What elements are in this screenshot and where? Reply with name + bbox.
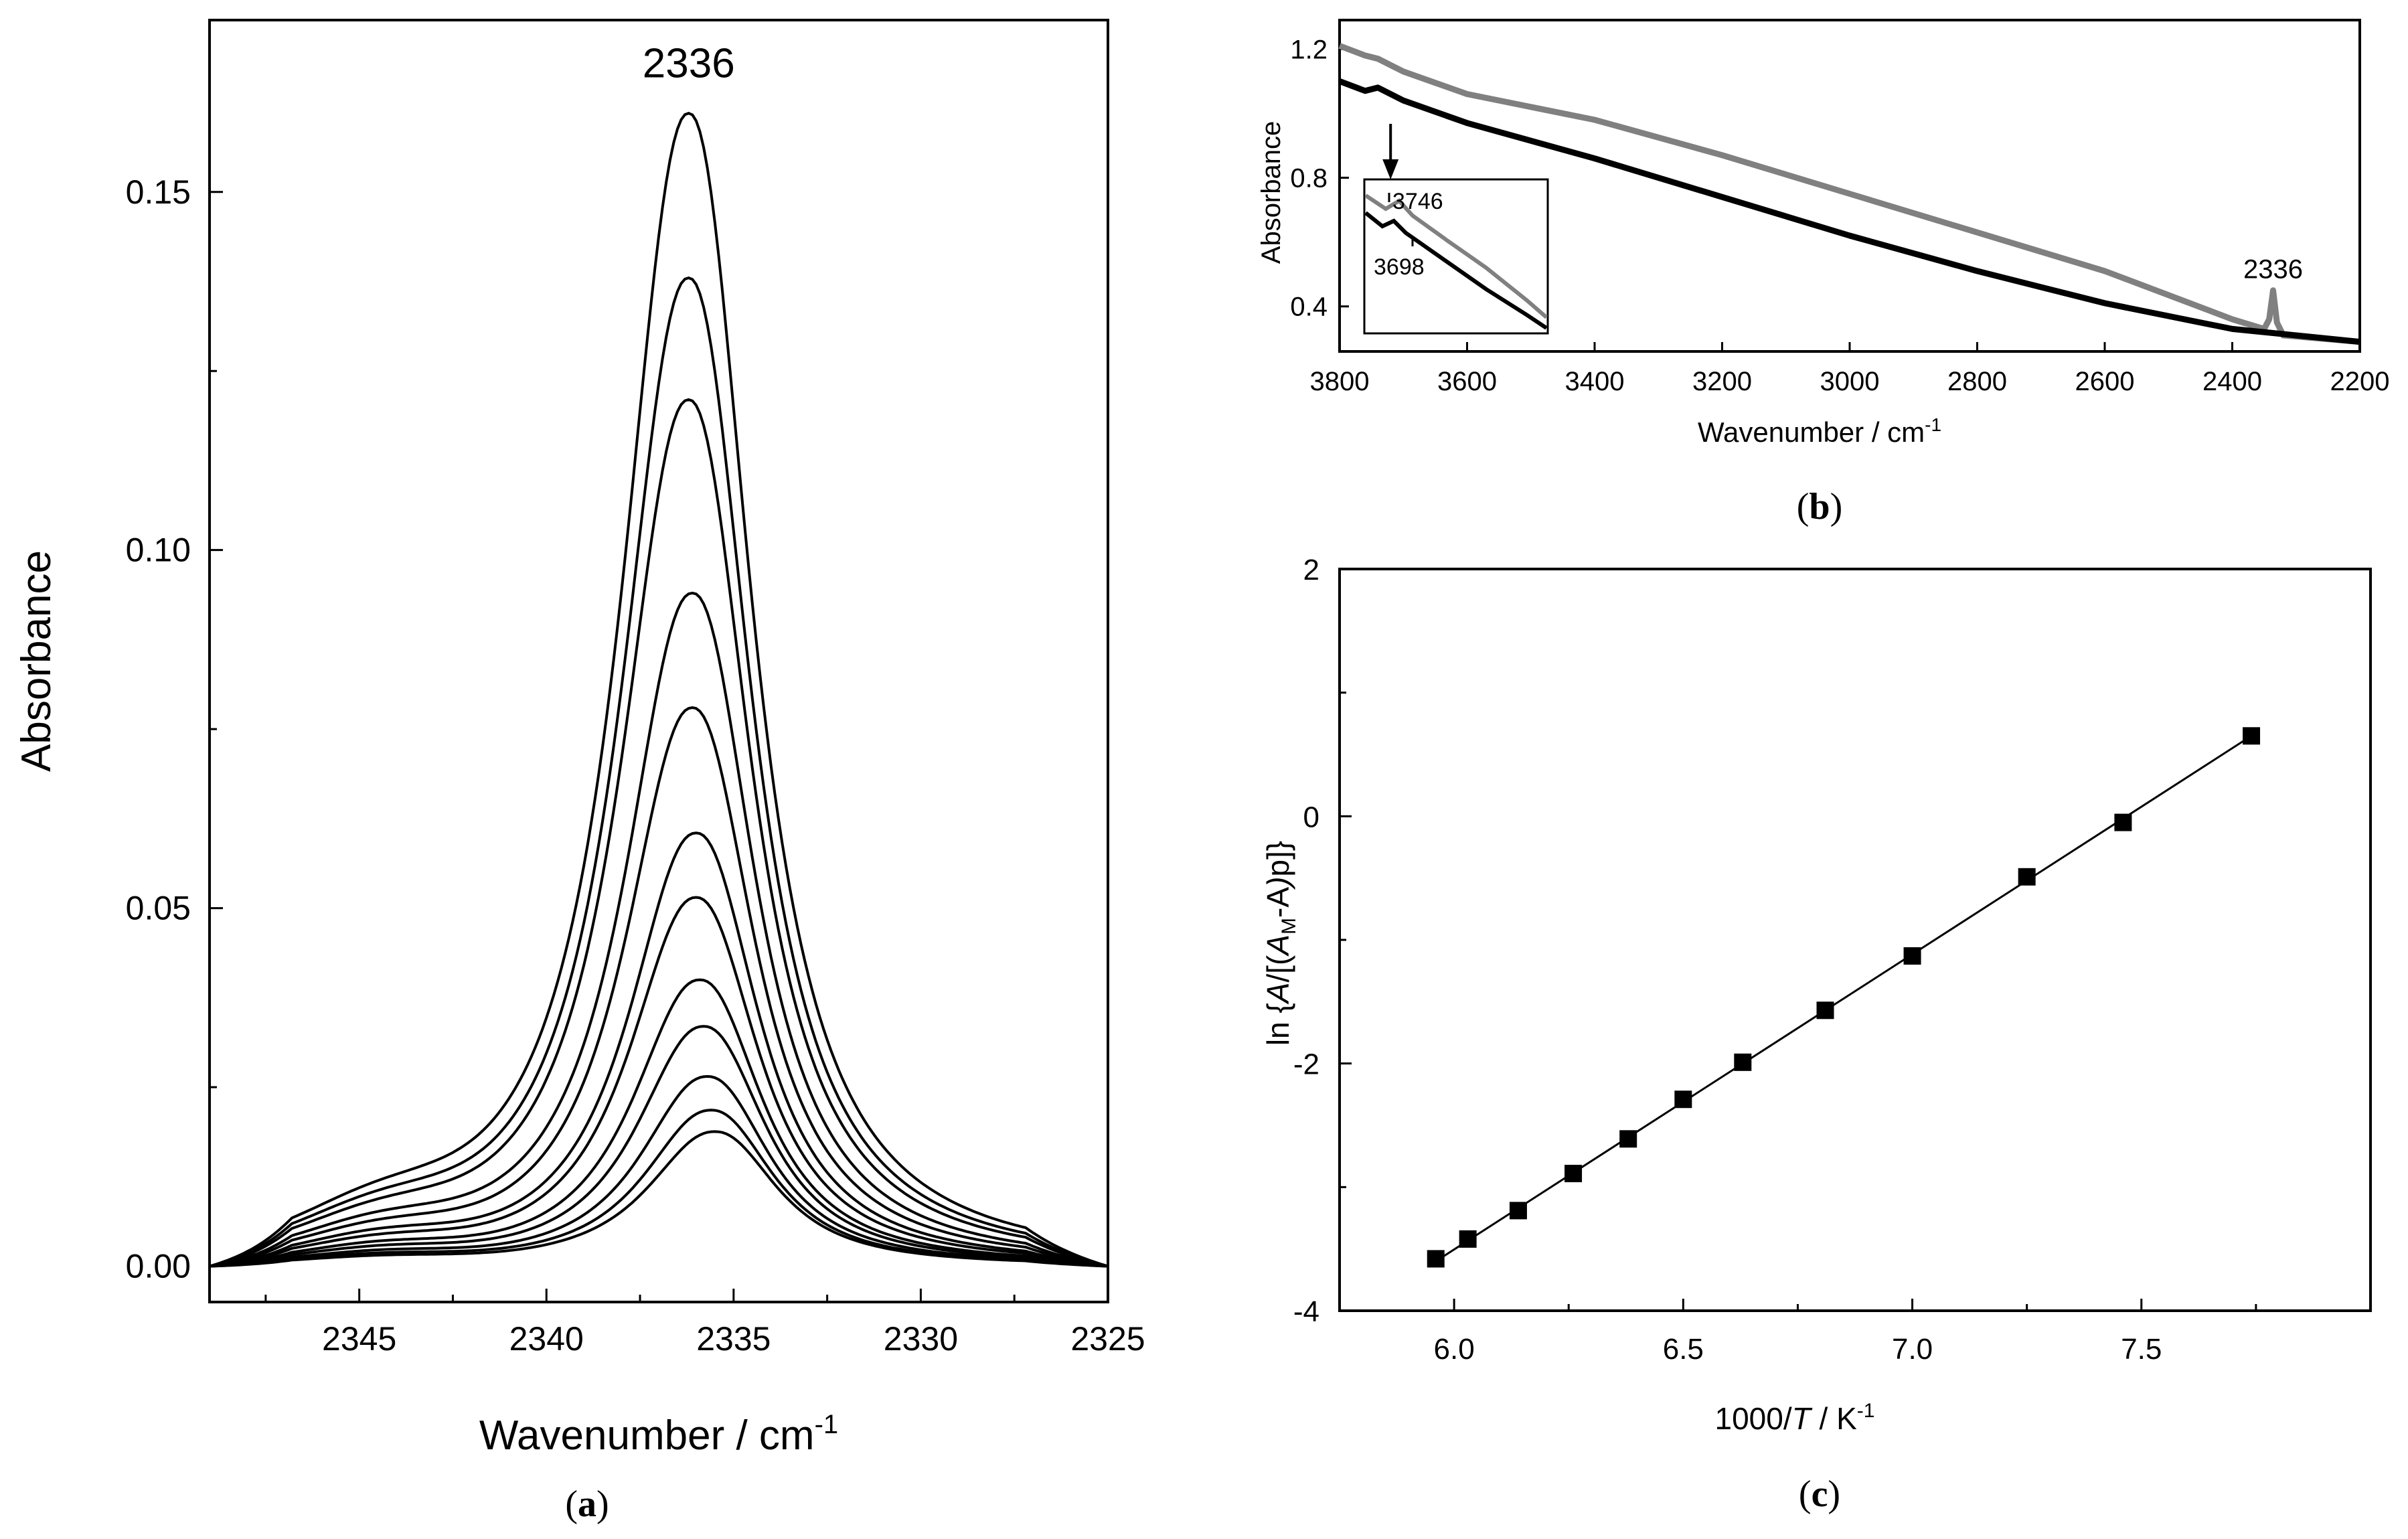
data-point-7 — [1734, 1053, 1752, 1071]
x-tick-label: 6.5 — [1663, 1333, 1704, 1366]
y-tick-label: 0.05 — [126, 890, 191, 927]
inset-black-line — [1364, 211, 1548, 330]
x-tick-label: 2200 — [2330, 367, 2390, 396]
x-tick-label: 2600 — [2075, 367, 2135, 396]
spectrum-line-2 — [209, 276, 1109, 1268]
x-tick-label: 6.0 — [1434, 1333, 1475, 1366]
data-point-12 — [2243, 727, 2261, 745]
x-tick-label: 2340 — [509, 1320, 584, 1358]
x-tick-label: 2325 — [1070, 1320, 1145, 1358]
y-tick-label: 0 — [1303, 801, 1319, 833]
x-tick-label: 3600 — [1437, 367, 1497, 396]
x-tick-label: 7.5 — [2121, 1333, 2162, 1366]
spectrum-line-7 — [209, 896, 1109, 1268]
y-axis-label: Absorbance — [13, 550, 60, 772]
x-tick-label: 2345 — [322, 1320, 396, 1358]
y-tick-label: 0.10 — [126, 532, 191, 569]
x-axis-label: 1000/T / K-1 — [1715, 1400, 1875, 1436]
x-tick-label: 2800 — [1947, 367, 2007, 396]
data-point-6 — [1674, 1090, 1692, 1109]
y-tick-label: 0.8 — [1290, 163, 1328, 193]
x-tick-label: 3400 — [1565, 367, 1625, 396]
plot-frame — [208, 19, 1109, 1303]
spectrum-line-5 — [209, 706, 1109, 1268]
y-tick-label: 1.2 — [1290, 35, 1328, 64]
y-axis-label: ln {A/[(AM-A)p]} — [1261, 841, 1300, 1046]
data-point-2 — [1459, 1230, 1477, 1248]
inset-gray-line — [1364, 193, 1548, 319]
data-point-9 — [1903, 947, 1921, 965]
spectrum-line-10 — [209, 1074, 1109, 1268]
x-tick-label: 7.0 — [1892, 1333, 1933, 1366]
spectrum-line-8 — [209, 978, 1109, 1268]
y-tick-label: 0.00 — [126, 1248, 191, 1285]
panel-c-caption: (c) — [1799, 1473, 1840, 1515]
y-tick-label: -2 — [1293, 1048, 1319, 1081]
x-tick-label: 2400 — [2202, 367, 2262, 396]
chart-panel-c: 6.0 6.5 7.0 7.5 -4 -2 0 2 1000/T / K-1 ln {A/[(AM… — [1261, 554, 2372, 1436]
data-point-3 — [1509, 1202, 1527, 1220]
y-tick-label: 0.15 — [126, 173, 191, 211]
x-tick-label: 3200 — [1692, 367, 1752, 396]
x-axis-label: Wavenumber / cm-1 — [479, 1410, 838, 1459]
black-spectrum-line — [1338, 78, 2360, 345]
spectrum-line-6 — [209, 831, 1109, 1268]
y-tick-label: 0.4 — [1290, 293, 1328, 322]
data-point-1 — [1427, 1250, 1445, 1268]
data-point-8 — [1816, 1001, 1834, 1020]
spectrum-line-3 — [209, 398, 1109, 1268]
data-point-4 — [1564, 1165, 1583, 1183]
inset-arrow-head — [1382, 159, 1399, 179]
x-tick-label: 2335 — [696, 1320, 771, 1358]
gray-spectrum-line — [1338, 43, 2360, 345]
data-point-11 — [2114, 813, 2132, 831]
panel-a-caption: (a) — [565, 1483, 609, 1525]
spectrum-line-4 — [209, 591, 1109, 1268]
inset-label-3746: 3746 — [1392, 189, 1443, 214]
y-tick-label: -4 — [1293, 1295, 1319, 1328]
data-point-5 — [1619, 1130, 1637, 1148]
spectrum-line-9 — [209, 1025, 1109, 1268]
x-tick-label: 3800 — [1310, 367, 1370, 396]
spectrum-line-12 — [209, 1130, 1109, 1268]
x-tick-label: 3000 — [1820, 367, 1880, 396]
data-point-10 — [2018, 868, 2036, 886]
chart-panel-b: 3800 3600 3400 3200 3000 2800 2600 2400 2200 0.4 0… — [1257, 19, 2390, 448]
inset-label-3698: 3698 — [1374, 254, 1425, 280]
peak-annotation: 2336 — [643, 41, 735, 87]
panel-b-caption: (b) — [1797, 486, 1842, 528]
x-tick-label: 2330 — [884, 1320, 958, 1358]
y-tick-label: 2 — [1303, 554, 1319, 586]
y-axis-label: Absorbance — [1257, 121, 1286, 264]
chart-panel-a: 2345 2340 2335 2330 2325 0.00 0.05 0.10 0.15 2336… — [13, 19, 1145, 1459]
spectrum-line-1 — [209, 111, 1109, 1268]
x-axis-label: Wavenumber / cm-1 — [1698, 414, 1941, 448]
peak-annotation: 2336 — [2243, 255, 2303, 285]
